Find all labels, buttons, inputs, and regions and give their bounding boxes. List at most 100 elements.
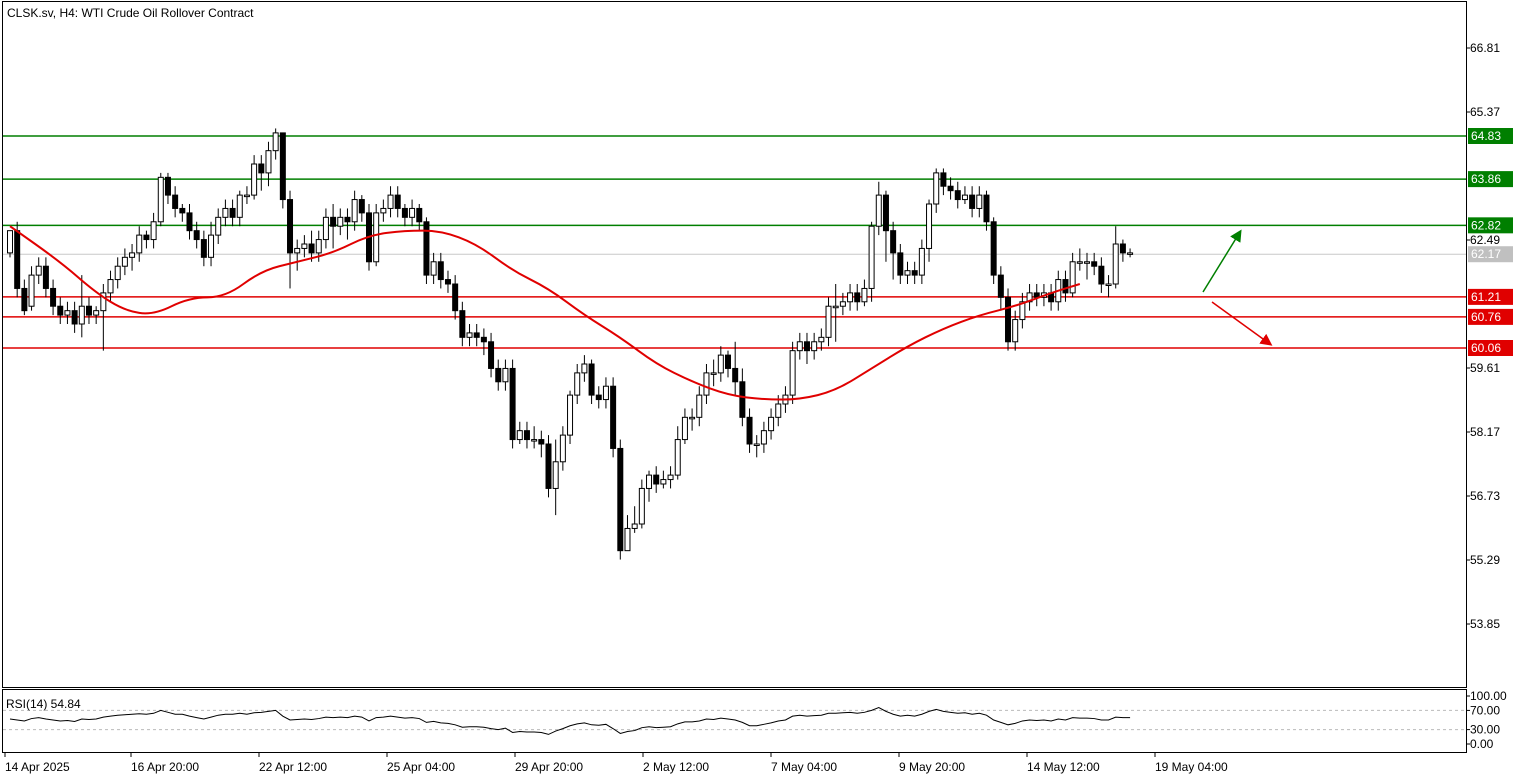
candle-body	[904, 270, 911, 276]
candle-body	[839, 301, 846, 307]
candle	[847, 284, 854, 311]
candle	[179, 204, 186, 222]
price-tick-label: 58.17	[1470, 425, 1500, 439]
candle	[624, 515, 631, 552]
candle-body	[459, 310, 466, 338]
candle	[57, 297, 64, 324]
candle	[531, 426, 538, 449]
candle	[926, 199, 933, 262]
candle-body	[969, 194, 976, 209]
candle-body	[1069, 261, 1076, 294]
candle-body	[646, 474, 653, 489]
rsi-tick-label: 0.00	[1470, 737, 1494, 751]
support-resistance-lines	[3, 135, 1466, 349]
candle-body	[624, 527, 631, 552]
candle	[538, 430, 545, 458]
time-tick-label: 9 May 20:00	[899, 760, 965, 774]
candle	[215, 208, 222, 244]
candle	[976, 186, 983, 218]
candle	[100, 284, 107, 351]
candle-body	[416, 207, 423, 223]
candle	[710, 359, 717, 387]
candle	[602, 377, 609, 409]
candle	[71, 301, 78, 333]
candle-body	[322, 216, 329, 241]
candle-body	[1062, 279, 1069, 294]
candle-body	[373, 212, 380, 263]
candle-body	[100, 292, 107, 312]
candle	[732, 341, 739, 396]
candle	[523, 421, 530, 449]
candle	[1119, 239, 1126, 262]
chart-title: CLSK.sv, H4: WTI Crude Oil Rollover Cont…	[7, 6, 254, 20]
candle-body	[200, 239, 207, 258]
candle-body	[631, 523, 638, 529]
candle	[818, 328, 825, 351]
candle	[631, 506, 638, 533]
candle	[287, 190, 294, 289]
candle	[7, 230, 13, 258]
candle-body	[610, 385, 617, 449]
candle-body	[667, 474, 674, 481]
candle-body	[186, 212, 193, 232]
candle-body	[258, 163, 265, 174]
candle	[890, 221, 897, 280]
candle-body	[1076, 261, 1083, 264]
candle	[279, 132, 286, 209]
candle	[1076, 248, 1083, 271]
candle	[653, 466, 660, 493]
candle-body	[193, 230, 200, 241]
candle	[129, 244, 136, 271]
candle-body	[961, 194, 968, 201]
resistance-level-tag	[1468, 217, 1513, 234]
candle-body	[495, 367, 502, 383]
candle-body	[832, 305, 839, 309]
candle-body	[523, 430, 530, 441]
candle-body	[811, 341, 818, 352]
price-tick-label: 53.85	[1470, 617, 1500, 631]
support-level-tag-label: 60.76	[1471, 310, 1501, 324]
candle-body	[775, 403, 782, 418]
moving-average-line	[9, 225, 1081, 401]
candle	[947, 177, 954, 200]
candle-body	[21, 287, 28, 312]
price-tick-label: 55.29	[1470, 553, 1500, 567]
candle-body	[760, 430, 767, 445]
candle	[725, 350, 731, 378]
price-tick-label: 59.61	[1470, 361, 1500, 375]
candle	[660, 470, 667, 489]
candle-body	[875, 194, 882, 227]
candle-body	[531, 439, 538, 442]
resistance-level-tag	[1468, 171, 1513, 188]
candle-body	[1127, 252, 1134, 255]
candle	[172, 186, 179, 218]
candle-body	[1005, 296, 1012, 343]
candle-body	[847, 292, 854, 303]
candle-body	[315, 239, 322, 254]
candle	[983, 190, 990, 231]
candle	[394, 186, 401, 218]
candle-body	[567, 394, 574, 436]
candle	[308, 230, 315, 262]
candle	[882, 190, 889, 262]
main-panel-frame	[2, 1, 1467, 688]
time-tick-label: 22 Apr 12:00	[259, 760, 327, 774]
candle	[545, 435, 552, 498]
candle-body	[976, 194, 983, 209]
bullish-arrow	[1202, 229, 1242, 293]
candle-body	[717, 354, 724, 374]
candle	[681, 408, 688, 444]
candle	[121, 248, 128, 276]
support-level-tag-label: 61.21	[1471, 290, 1501, 304]
candle-body	[172, 194, 179, 209]
candle-body	[143, 234, 150, 241]
candle-body	[114, 265, 121, 281]
time-tick-label: 7 May 04:00	[771, 760, 837, 774]
candle	[294, 239, 301, 271]
candle	[674, 426, 681, 480]
candle	[667, 466, 674, 489]
candle	[789, 341, 796, 404]
candles	[7, 128, 1134, 560]
